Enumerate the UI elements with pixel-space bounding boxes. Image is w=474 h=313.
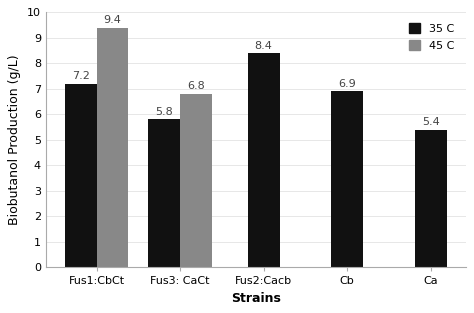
Text: 6.9: 6.9 [338, 79, 356, 89]
Bar [180, 94, 212, 267]
Text: 6.8: 6.8 [187, 81, 205, 91]
X-axis label: Strains: Strains [231, 292, 281, 305]
Bar [97, 28, 128, 267]
Text: 7.2: 7.2 [72, 71, 90, 81]
Text: 5.4: 5.4 [422, 117, 439, 127]
Text: 9.4: 9.4 [103, 15, 121, 25]
Legend: 35 C, 45 C: 35 C, 45 C [404, 18, 460, 56]
Text: 8.4: 8.4 [255, 41, 273, 50]
Bar [65, 84, 97, 267]
Bar [331, 91, 363, 267]
Bar [148, 119, 180, 267]
Y-axis label: Biobutanol Production (g/L): Biobutanol Production (g/L) [9, 54, 21, 225]
Text: 5.8: 5.8 [155, 107, 173, 117]
Bar [415, 130, 447, 267]
Bar [248, 53, 280, 267]
